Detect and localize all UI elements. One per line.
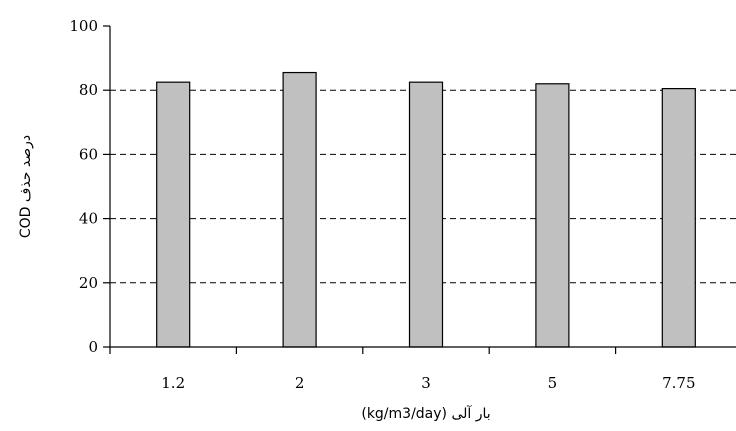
y-tick-label: 40 xyxy=(79,210,98,228)
bar-2 xyxy=(282,71,317,348)
y-tick-label: 80 xyxy=(79,81,98,99)
y-axis-title: درصد حذف COD xyxy=(18,135,34,238)
axes xyxy=(103,25,736,354)
y-tick-label: 0 xyxy=(88,338,98,356)
bar-1-2 xyxy=(156,81,191,348)
x-tick-label: 5 xyxy=(548,374,558,392)
x-tick-label: 7.75 xyxy=(662,374,695,392)
x-tick-label: 1.2 xyxy=(161,374,185,392)
x-tick-label: 2 xyxy=(295,374,305,392)
bar-7-75 xyxy=(661,87,696,348)
bar-3 xyxy=(408,81,444,348)
x-axis-title: بار آلی (kg/m3/day) xyxy=(361,405,490,422)
bars xyxy=(156,71,696,348)
y-tick-label: 100 xyxy=(69,17,98,35)
y-tick-label: 60 xyxy=(79,145,98,163)
bar-5 xyxy=(535,83,570,348)
y-tick-labels: 0 20 40 60 80 100 xyxy=(69,17,98,356)
x-tick-label: 3 xyxy=(421,374,431,392)
x-tick-labels: 1.2 2 3 5 7.75 xyxy=(161,374,695,392)
y-tick-label: 20 xyxy=(79,274,98,292)
